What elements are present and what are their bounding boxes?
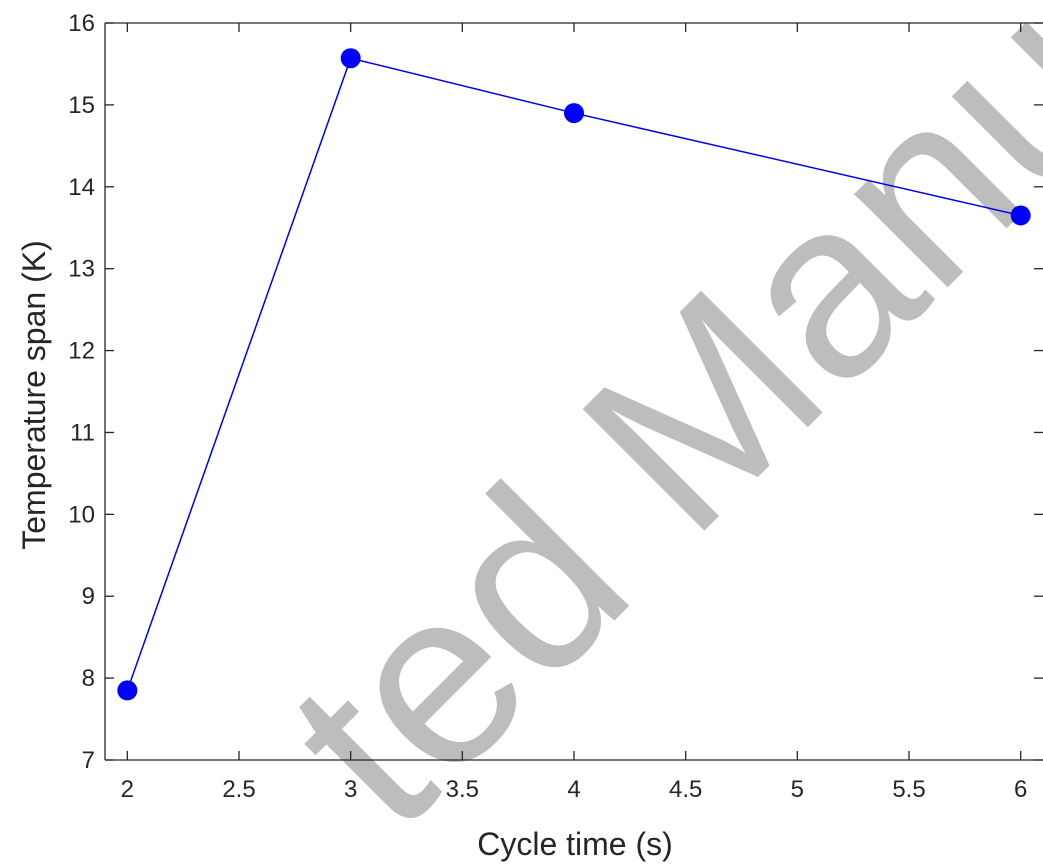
series-layer [117,48,1031,701]
x-tick-label: 4.5 [669,776,702,803]
y-tick-label: 15 [68,92,95,119]
y-tick-label: 7 [82,747,95,774]
data-point [564,103,584,124]
x-axis-title: Cycle time (s) [477,826,673,862]
plot-axes: 2 2.5 3 3.5 4 4.5 5 5.5 6 7 8 9 10 11 12 13 14 15 16 [68,10,1043,803]
x-tick-label: 5.5 [892,776,925,803]
watermark-layer: ted Manuscri [235,0,1043,866]
data-point [117,680,138,701]
y-axis-title: Temperature span (K) [16,240,52,549]
x-tick-label: 4 [567,776,580,803]
x-tick-label: 2.5 [222,776,255,803]
y-tick-label: 16 [68,10,95,37]
x-tick-label: 6 [1014,776,1027,803]
watermark-text: ted Manuscri [235,0,1043,866]
x-tick-label: 3.5 [446,776,479,803]
data-point [1010,205,1031,226]
y-tick-label: 11 [70,419,95,446]
axis-titles: Cycle time (s) Temperature span (K) [16,240,673,862]
y-tick-label: 14 [68,174,95,201]
x-tick-label: 2 [121,776,134,803]
y-tick-label: 10 [68,501,95,528]
series-line [126,57,1021,691]
y-tick-label: 8 [82,665,95,692]
y-tick-label: 9 [82,583,95,610]
y-tick-label: 13 [68,256,95,283]
x-tick-label: 3 [344,776,357,803]
y-tick-label: 12 [68,338,95,365]
x-tick-label: 5 [791,776,804,803]
data-point [340,48,361,69]
